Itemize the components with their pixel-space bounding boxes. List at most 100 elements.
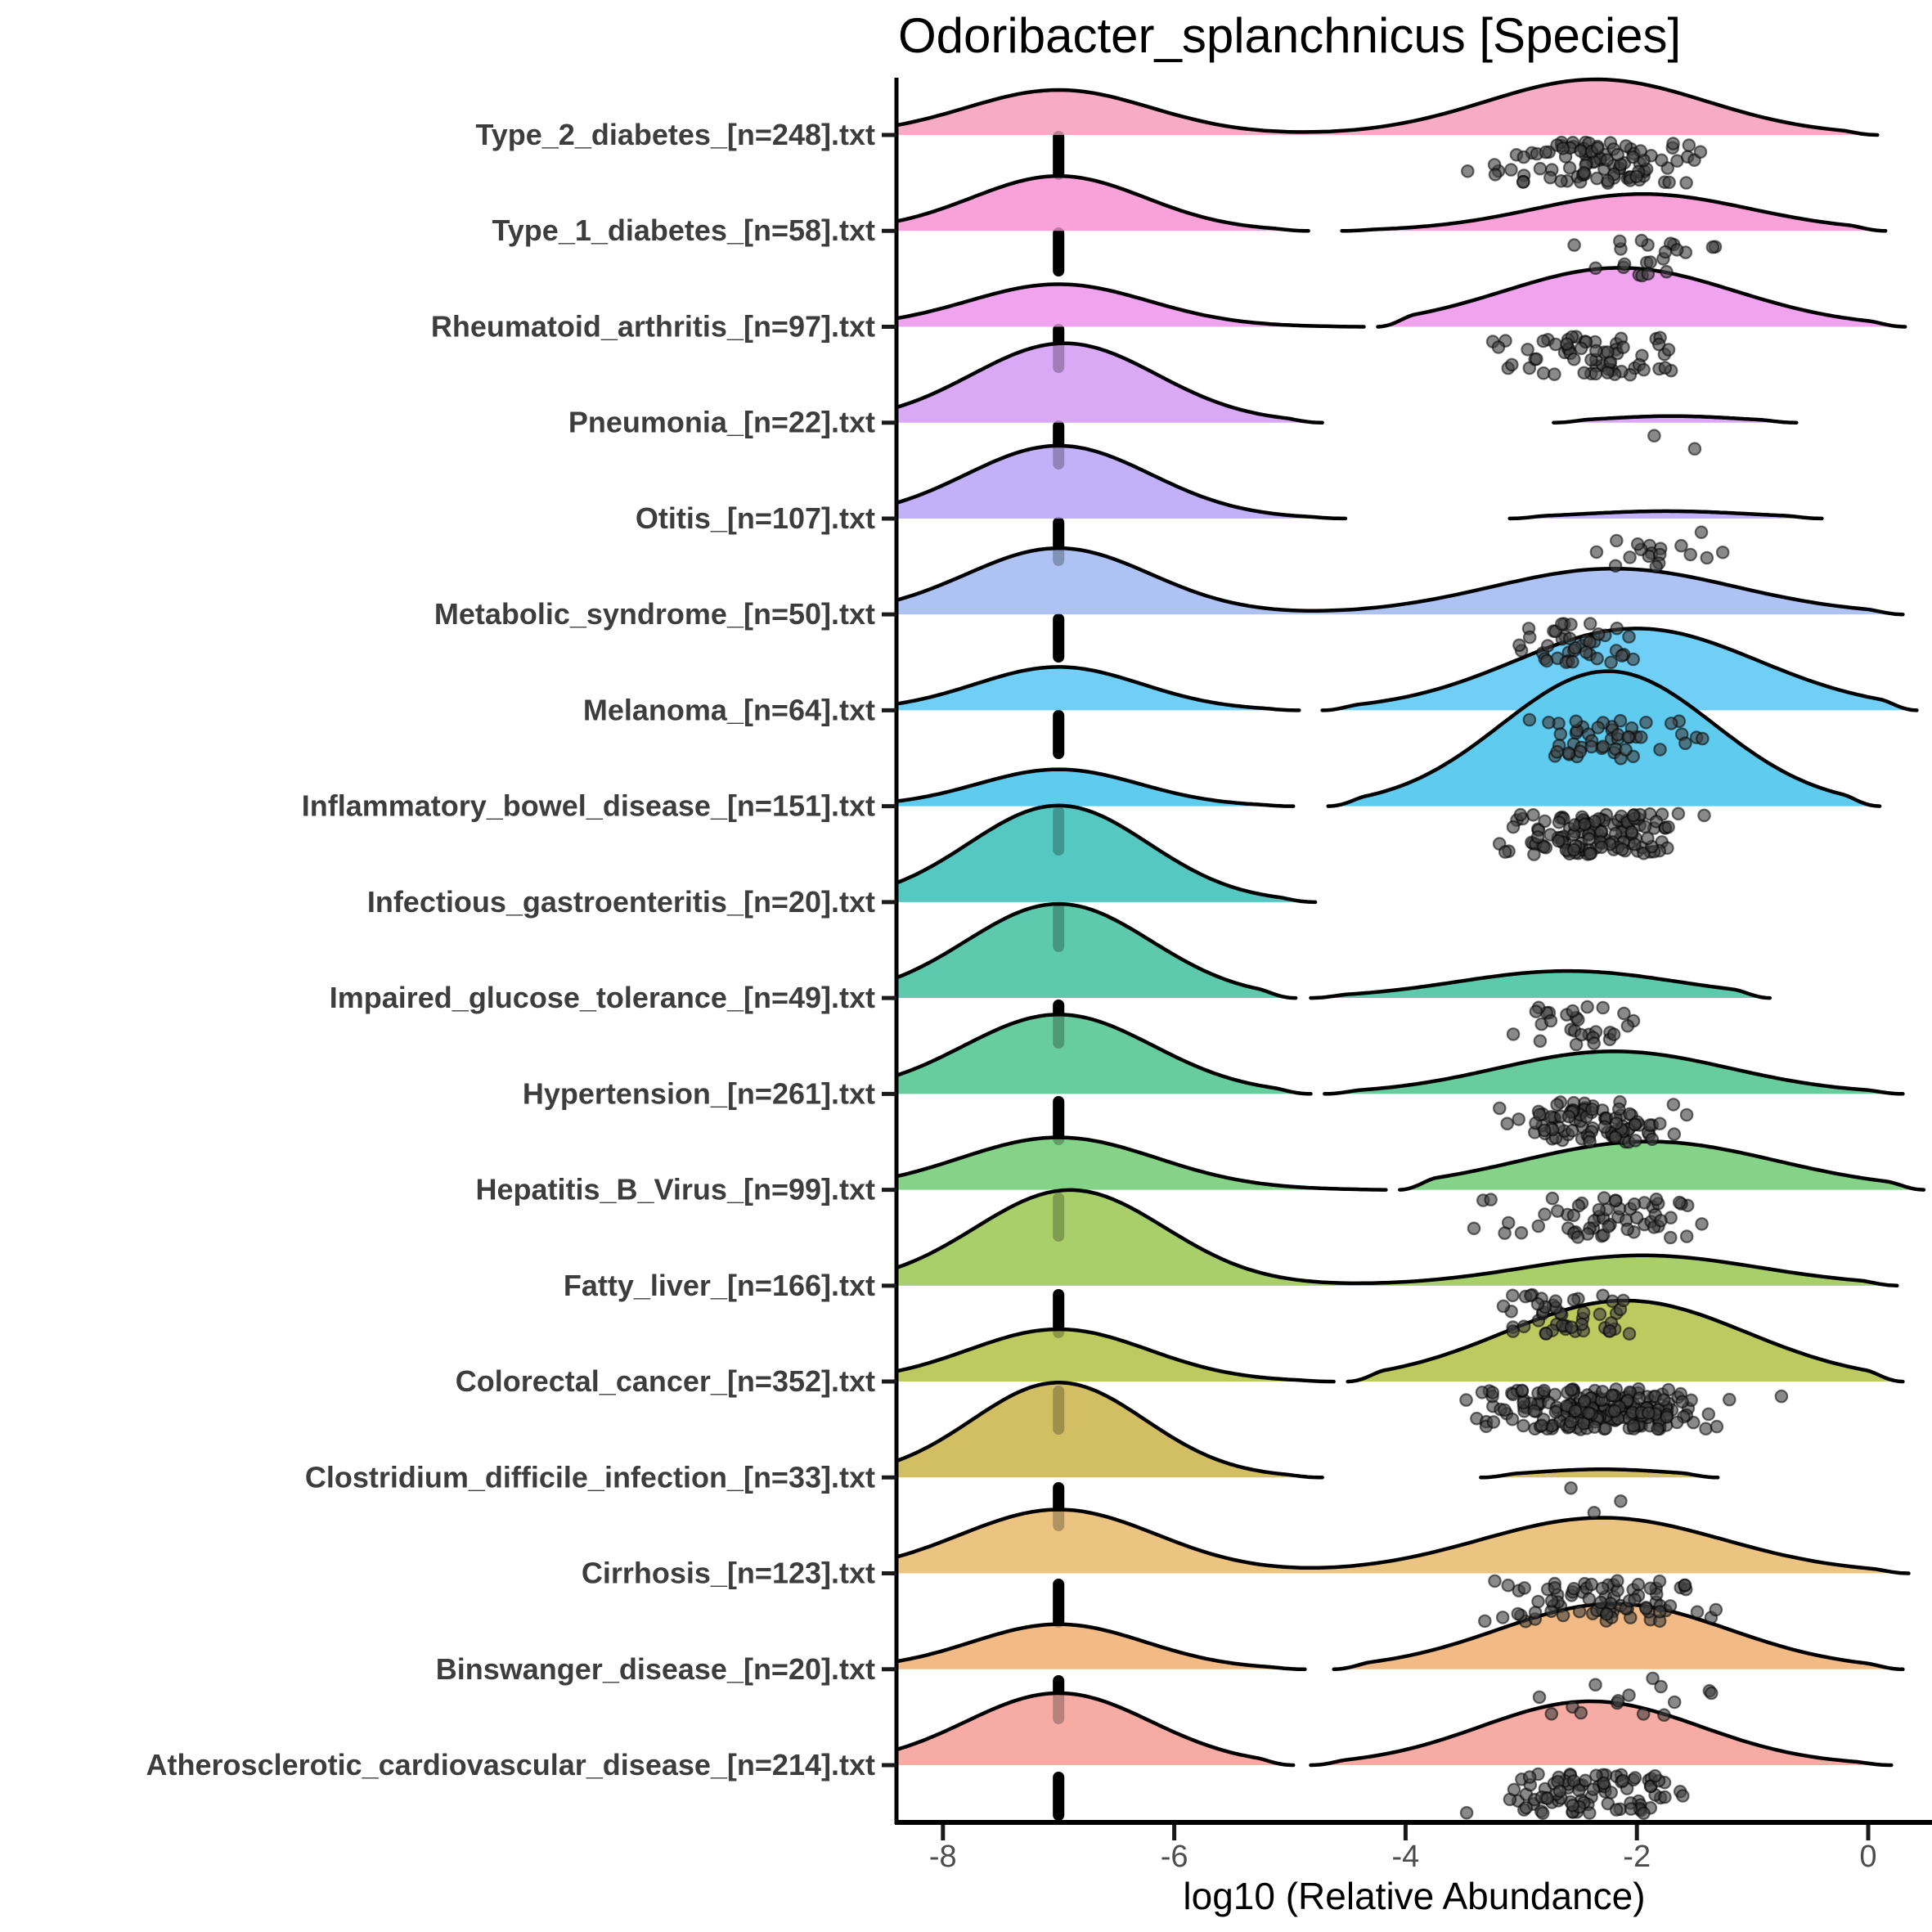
data-point <box>1682 138 1696 152</box>
ridge-row <box>898 173 1888 233</box>
data-point <box>1613 713 1628 728</box>
ridge-outline <box>1309 1699 1894 1768</box>
scatter-points-row <box>1564 1481 1628 1520</box>
plot-panel <box>898 77 1926 1824</box>
data-point <box>1611 1694 1625 1708</box>
ridge-fill <box>898 1189 1898 1286</box>
data-point <box>1545 1191 1560 1206</box>
ridge-fill <box>1310 971 1770 999</box>
y-axis-label: Type_2_diabetes_[n=248].txt <box>475 118 875 151</box>
data-point <box>1584 739 1598 754</box>
data-point <box>1612 1102 1626 1117</box>
data-point <box>1596 1288 1610 1303</box>
data-point <box>1566 1293 1581 1307</box>
data-point <box>1697 808 1711 823</box>
ridge-outline <box>898 282 1366 329</box>
data-point <box>1532 1690 1547 1705</box>
ridge-fill <box>898 1329 1334 1382</box>
data-point <box>1619 743 1633 757</box>
data-point <box>1723 1392 1737 1407</box>
ridge-fill <box>898 284 1364 327</box>
data-point <box>1641 831 1655 846</box>
data-point <box>1709 1602 1723 1617</box>
data-point <box>1537 1383 1551 1398</box>
data-point <box>1652 1574 1667 1588</box>
data-point <box>1459 1393 1473 1407</box>
data-point <box>1631 1577 1646 1592</box>
data-point <box>1600 1606 1614 1621</box>
data-point <box>1498 1226 1512 1240</box>
data-point <box>1516 175 1530 189</box>
data-point <box>1530 1296 1545 1311</box>
y-axis-label: Colorectal_cancer_[n=352].txt <box>456 1364 875 1398</box>
scatter-points-row <box>1459 1382 1789 1436</box>
data-point <box>1567 842 1581 857</box>
ridge-row <box>898 1298 1905 1384</box>
ridge-outline <box>1340 191 1888 233</box>
data-point <box>1589 344 1603 358</box>
ridge-outline <box>898 803 1318 905</box>
ridge-fill <box>898 904 1296 999</box>
data-point <box>1528 1606 1543 1620</box>
data-point <box>1611 1574 1624 1588</box>
data-point <box>1579 645 1593 659</box>
data-point <box>1696 731 1710 746</box>
data-point <box>1556 142 1570 155</box>
data-point <box>1496 1299 1511 1314</box>
data-point <box>1516 1395 1530 1410</box>
data-point <box>1538 1207 1552 1221</box>
ridge-fill <box>898 1137 1386 1190</box>
data-point <box>1467 1221 1481 1236</box>
data-point <box>1617 257 1632 272</box>
data-point <box>1553 727 1568 741</box>
ridge-outline <box>898 341 1324 425</box>
scatter-points-row <box>1532 1671 1719 1722</box>
data-point <box>1566 1582 1581 1596</box>
ridge-fill <box>898 1693 1294 1765</box>
data-point <box>1488 168 1503 182</box>
data-point <box>1550 1204 1565 1218</box>
data-point <box>1592 1202 1606 1217</box>
data-point <box>1651 1422 1665 1436</box>
data-point <box>1632 1391 1647 1405</box>
data-point <box>1660 264 1674 279</box>
data-point <box>1628 1117 1642 1131</box>
ridge-fill <box>1480 1469 1719 1478</box>
data-point <box>1539 1327 1553 1341</box>
data-point <box>1695 1217 1709 1231</box>
data-point <box>1586 1782 1601 1796</box>
data-point <box>1626 1418 1641 1433</box>
scatter-points-row <box>1647 429 1702 456</box>
scatter-layer <box>1459 135 1789 1821</box>
data-point <box>1578 817 1592 832</box>
data-point <box>1658 1790 1672 1804</box>
data-point <box>1629 1134 1642 1148</box>
data-point <box>1657 1393 1671 1407</box>
scatter-points-row <box>1512 617 1640 670</box>
data-point <box>1590 141 1605 155</box>
data-point <box>1459 1806 1474 1820</box>
scatter-points-row <box>1485 330 1678 382</box>
data-point <box>1561 746 1576 760</box>
data-point <box>1540 639 1555 653</box>
ridge-outline <box>898 443 1348 521</box>
data-point <box>1655 153 1669 168</box>
data-point <box>1667 1127 1682 1141</box>
ridge-row <box>898 266 1907 329</box>
data-point <box>1531 1594 1545 1609</box>
data-point <box>1620 1019 1635 1033</box>
data-point <box>1524 1288 1538 1303</box>
data-point <box>1521 342 1534 357</box>
data-point <box>1660 1410 1674 1424</box>
data-point <box>1649 559 1664 573</box>
y-axis-label: Cirrhosis_[n=123].txt <box>582 1557 875 1590</box>
data-point <box>1582 1406 1596 1420</box>
data-point <box>1504 163 1518 177</box>
data-point <box>1517 1581 1531 1595</box>
ridge-outline <box>898 1188 1899 1288</box>
y-axis-label: Hepatitis_B_Virus_[n=99].txt <box>475 1173 875 1206</box>
data-point <box>1657 1708 1671 1722</box>
data-point <box>1621 730 1635 744</box>
data-point <box>1562 160 1577 175</box>
data-point <box>1585 1102 1599 1117</box>
